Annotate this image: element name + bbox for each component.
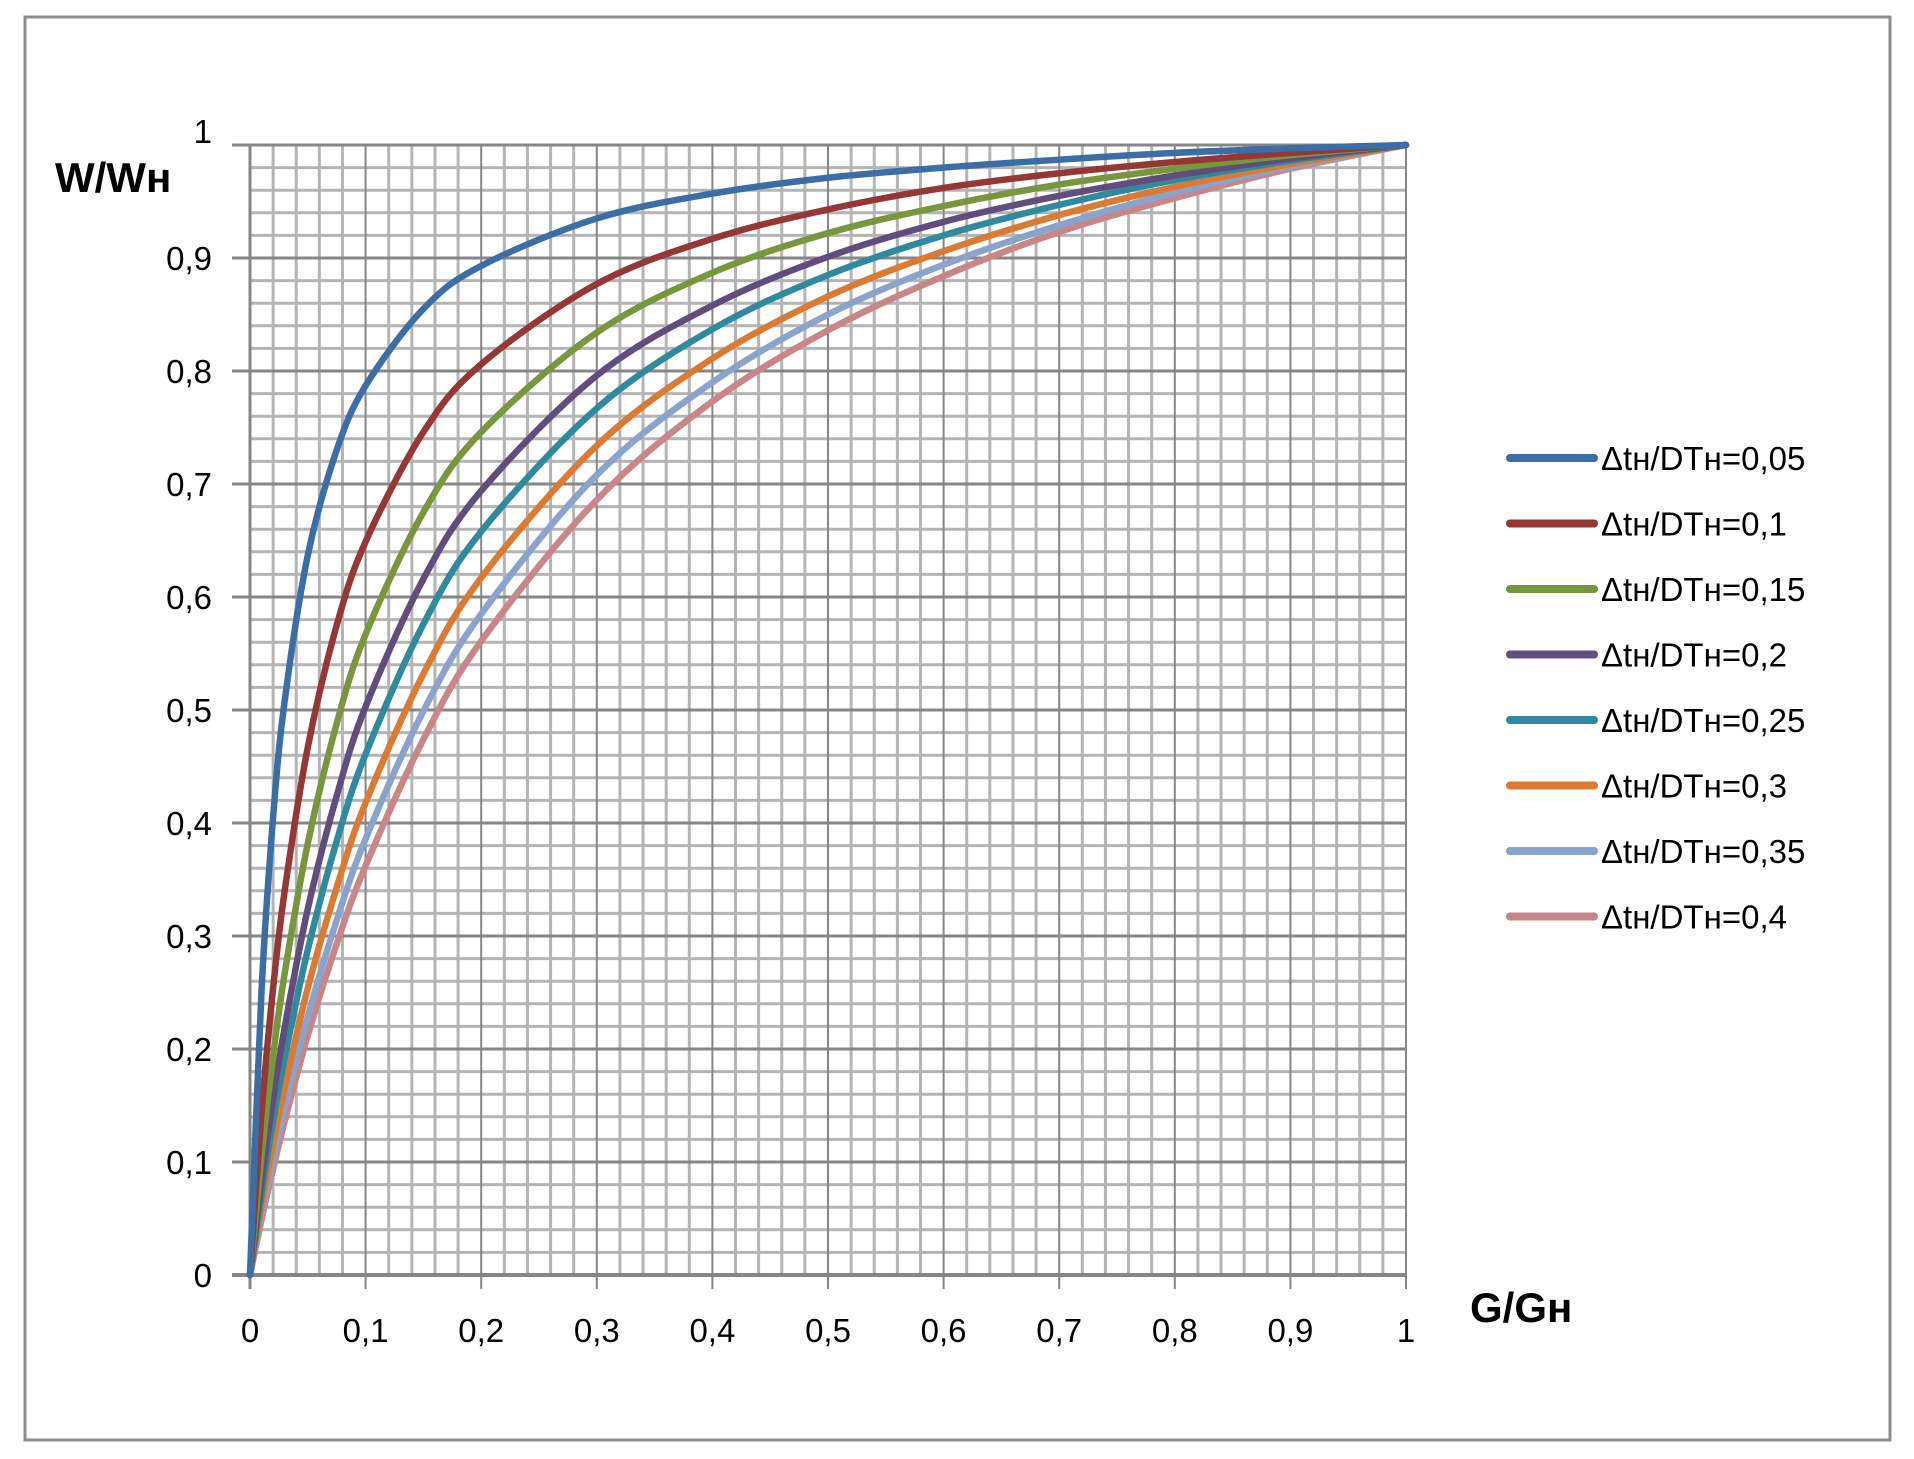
legend-item: Δtн/DTн=0,1 — [1506, 506, 1787, 543]
legend-item: Δtн/DTн=0,05 — [1506, 440, 1805, 477]
x-tick-label: 1 — [1397, 1312, 1415, 1349]
series-line-5 — [246, 141, 1410, 1279]
x-tick-label: 0,7 — [1036, 1312, 1082, 1349]
y-tick-label: 0,8 — [166, 353, 212, 390]
series-line-3 — [246, 141, 1410, 1279]
y-tick-label: 0,9 — [166, 240, 212, 277]
series-line-1 — [246, 141, 1410, 1279]
x-tick-label: 0,3 — [574, 1312, 620, 1349]
y-tick-label: 1 — [194, 113, 212, 150]
y-tick-label: 0,6 — [166, 579, 212, 616]
series-group — [246, 141, 1410, 1279]
x-tick-label: 0,1 — [343, 1312, 389, 1349]
legend-label: Δtн/DTн=0,2 — [1601, 637, 1787, 674]
legend-label: Δtн/DTн=0,4 — [1601, 899, 1787, 936]
x-tick-label: 0,6 — [921, 1312, 967, 1349]
y-axis-title: W/Wн — [55, 154, 171, 201]
y-tick-label: 0,5 — [166, 692, 212, 729]
legend-item: Δtн/DTн=0,4 — [1506, 899, 1787, 936]
legend: Δtн/DTн=0,05 Δtн/DTн=0,1 Δtн/DTн=0,15 Δtн/D… — [1506, 440, 1805, 936]
series-line-4 — [246, 141, 1410, 1279]
legend-item: Δtн/DTн=0,25 — [1506, 702, 1805, 739]
x-tick-label: 0,4 — [689, 1312, 735, 1349]
series-line-7 — [246, 141, 1410, 1279]
y-tick-label: 0 — [194, 1257, 212, 1294]
y-tick-label: 0,4 — [166, 805, 212, 842]
y-tick-label: 0,1 — [166, 1144, 212, 1181]
x-tick-label: 0,8 — [1152, 1312, 1198, 1349]
x-axis-title: G/Gн — [1470, 1284, 1572, 1331]
x-tick-label: 0,9 — [1267, 1312, 1313, 1349]
x-tick-label: 0 — [241, 1312, 259, 1349]
series-line-2 — [246, 141, 1410, 1279]
legend-label: Δtн/DTн=0,15 — [1601, 571, 1805, 608]
legend-label: Δtн/DTн=0,05 — [1601, 440, 1805, 477]
legend-item: Δtн/DTн=0,3 — [1506, 768, 1787, 805]
legend-label: Δtн/DTн=0,3 — [1601, 768, 1787, 805]
legend-label: Δtн/DTн=0,1 — [1601, 506, 1787, 543]
y-tick-label: 0,7 — [166, 466, 212, 503]
legend-item: Δtн/DTн=0,2 — [1506, 637, 1787, 674]
legend-item: Δtн/DTн=0,35 — [1506, 833, 1805, 870]
x-tick-label: 0,2 — [458, 1312, 504, 1349]
axis-ticks: 0 0,1 0,2 0,3 0,4 0,5 0,6 0,7 0,8 0,9 1 0 0,1 0,2 0,3 0… — [166, 113, 1415, 1349]
series-line-0 — [246, 141, 1410, 1279]
legend-item: Δtн/DTн=0,15 — [1506, 571, 1805, 608]
y-tick-label: 0,2 — [166, 1031, 212, 1068]
legend-label: Δtн/DTн=0,25 — [1601, 702, 1805, 739]
x-tick-label: 0,5 — [805, 1312, 851, 1349]
series-line-6 — [246, 141, 1410, 1279]
y-tick-label: 0,3 — [166, 918, 212, 955]
legend-label: Δtн/DTн=0,35 — [1601, 833, 1805, 870]
